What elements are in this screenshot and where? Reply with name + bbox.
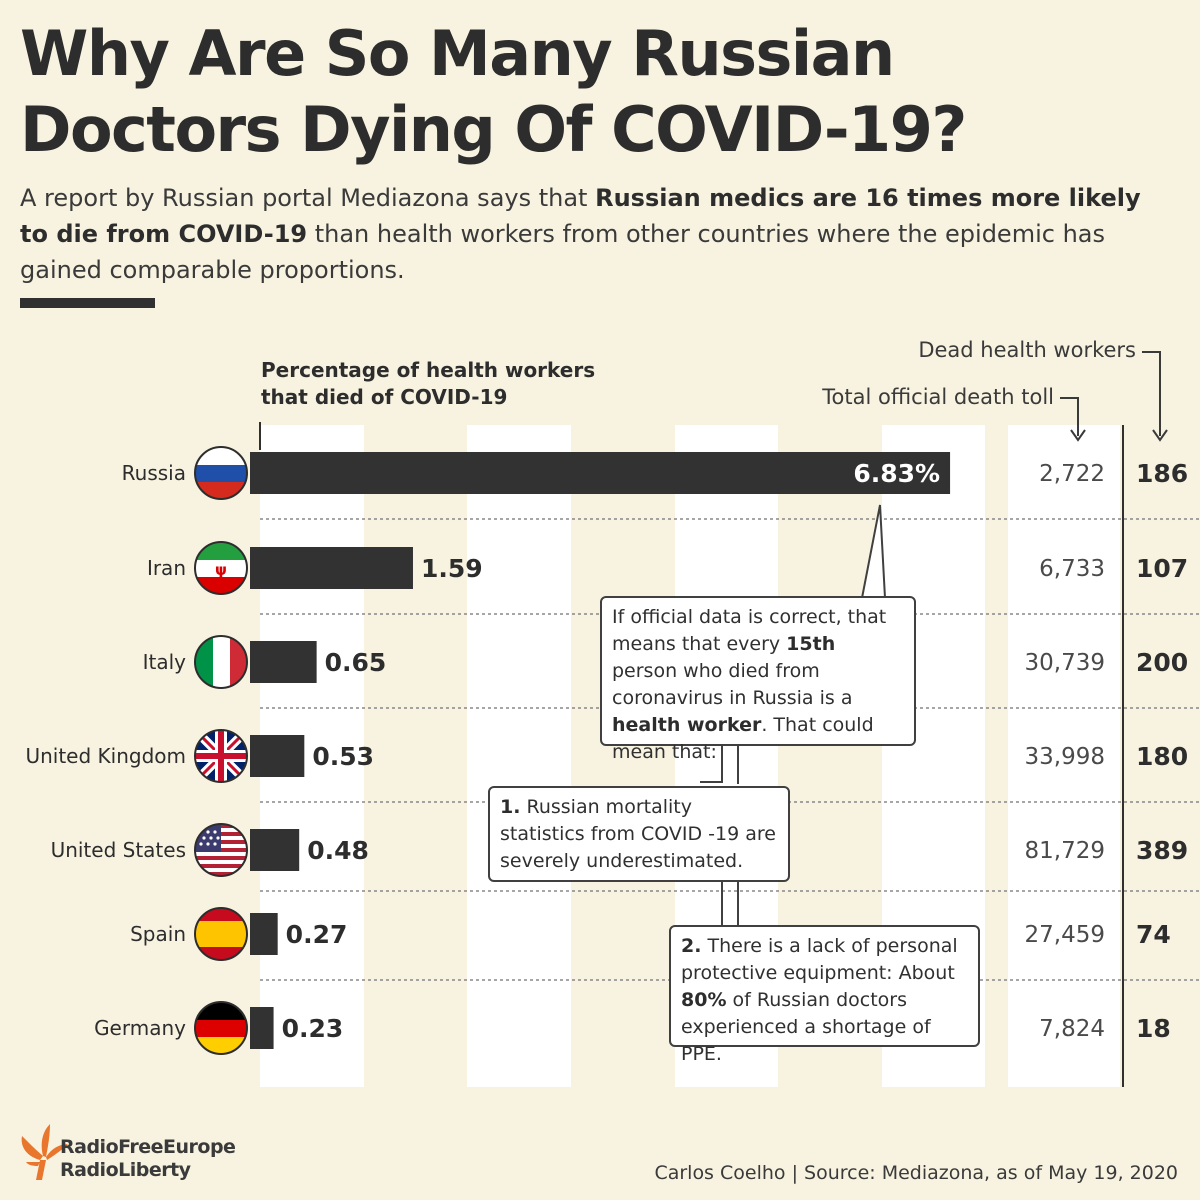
callout-point-2-number: 2.: [681, 935, 702, 957]
official-death-toll-value: 6,733: [1039, 556, 1105, 582]
callout-point-2-text-1: There is a lack of personal protective e…: [681, 935, 958, 984]
source-credit: Carlos Coelho | Source: Mediazona, as of…: [654, 1162, 1178, 1184]
dead-health-workers-value: 180: [1136, 742, 1188, 771]
official-death-toll-header: Total official death toll: [822, 385, 1054, 409]
dead-health-workers-header: Dead health workers: [918, 338, 1136, 362]
callout-point-2: 2. There is a lack of personal protectiv…: [669, 925, 980, 1065]
dead-arrow-icon: [1142, 351, 1161, 436]
toll-arrowhead: [1070, 429, 1086, 442]
column-arrows: [1060, 351, 1168, 442]
bar-russia: [250, 452, 951, 494]
svg-text:ψ: ψ: [215, 561, 227, 579]
bar-united-kingdom: [250, 735, 305, 777]
country-label: Italy: [143, 650, 187, 674]
bar-italy: [250, 641, 317, 683]
dead-health-workers-value: 200: [1136, 648, 1188, 677]
value-label: 1.59: [421, 554, 483, 583]
dead-health-workers-value: 389: [1136, 836, 1188, 865]
country-label: Spain: [130, 922, 186, 946]
official-death-toll-value: 7,824: [1039, 1016, 1105, 1042]
dead-health-workers-value: 186: [1136, 459, 1188, 488]
callout-point-1-text: Russian mortality statistics from COVID …: [500, 796, 776, 872]
callout-point-1: 1. Russian mortality statistics from COV…: [488, 786, 790, 882]
logo-line-2: RadioLiberty: [60, 1159, 191, 1181]
subtitle: A report by Russian portal Mediazona say…: [20, 180, 1160, 288]
bar-germany: [250, 1007, 274, 1049]
callout-point-2-bold: 80%: [681, 989, 727, 1011]
callout-connector-1: [700, 745, 739, 784]
dead-health-workers-value: 74: [1136, 920, 1171, 949]
country-label: United Kingdom: [25, 744, 186, 768]
country-label: Iran: [147, 556, 186, 580]
callout-main-bold-1: 15th: [786, 633, 836, 655]
title-line-1: Why Are So Many Russian: [20, 17, 895, 90]
spain-flag-icon: [195, 908, 247, 960]
official-death-toll-value: 81,729: [1025, 838, 1105, 864]
callout-connector-2: [721, 882, 739, 928]
country-label: Russia: [122, 461, 186, 485]
value-label: 6.83%: [853, 459, 940, 488]
official-death-toll-value: 2,722: [1039, 461, 1105, 487]
death-toll-column: [1008, 425, 1120, 1087]
value-label: 0.23: [282, 1014, 344, 1043]
callout-point-2-text-2: of Russian doctors experienced a shortag…: [681, 989, 931, 1065]
country-label: Germany: [94, 1016, 186, 1040]
callout-main-text-3: . That could mean that:: [612, 714, 874, 763]
value-label: 0.53: [312, 742, 374, 771]
bar-united-states: [250, 829, 300, 871]
callout-main-text-2: person who died from coronavirus in Russ…: [612, 660, 853, 709]
dead-arrowhead: [1152, 429, 1168, 442]
official-death-toll-value: 27,459: [1025, 922, 1105, 948]
callout-main-bold-2: health worker: [612, 714, 762, 736]
callout-point-1-number: 1.: [500, 796, 521, 818]
callout-main-text-1: If official data is correct, that means …: [612, 606, 887, 655]
title-line-2: Doctors Dying Of COVID-19?: [20, 93, 967, 166]
rferl-logo-text: RadioFreeEurope RadioLiberty: [60, 1136, 236, 1182]
page-title: Why Are So Many Russian Doctors Dying Of…: [20, 16, 1180, 168]
uk-flag-icon: [195, 730, 247, 782]
subtitle-highlight: Russian medics are 16 times more likely …: [20, 184, 1141, 248]
title-divider: [20, 298, 155, 308]
dead-health-workers-value: 18: [1136, 1014, 1171, 1043]
bar-iran: [250, 547, 413, 589]
bar-spain: [250, 913, 278, 955]
official-death-toll-value: 30,739: [1025, 650, 1105, 676]
callout-main: If official data is correct, that means …: [600, 596, 916, 763]
logo-line-1: RadioFreeEurope: [60, 1136, 236, 1158]
value-label: 0.65: [325, 648, 387, 677]
official-death-toll-value: 33,998: [1025, 744, 1105, 770]
toll-arrow-icon: [1060, 397, 1079, 436]
country-label: United States: [51, 838, 186, 862]
dead-health-workers-value: 107: [1136, 554, 1188, 583]
grid-column: [467, 425, 571, 1087]
value-label: 0.48: [307, 836, 369, 865]
subtitle-part-1: A report by Russian portal Mediazona say…: [20, 184, 596, 212]
subtitle-part-2: than health workers from other countries…: [20, 220, 1105, 284]
rferl-logo-icon: [21, 1124, 68, 1180]
usa-flag-icon: [195, 824, 247, 876]
value-label: 0.27: [286, 920, 348, 949]
chart-heading: Percentage of health workers that died o…: [261, 358, 596, 409]
